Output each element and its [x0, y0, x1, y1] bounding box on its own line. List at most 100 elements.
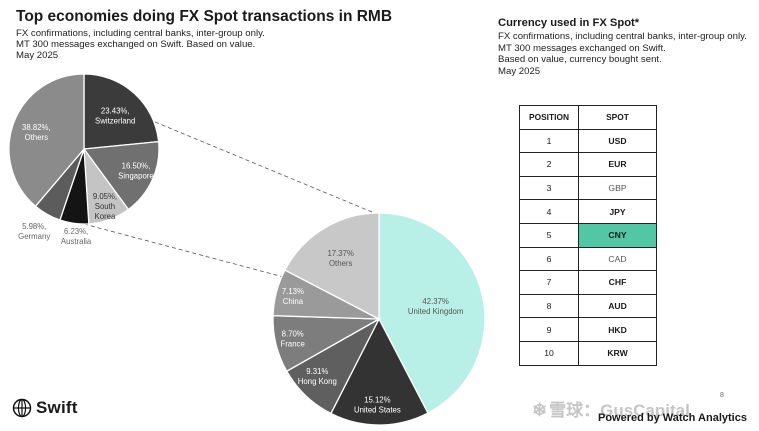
subtitle-line: Based on value, currency bought sent. — [498, 54, 662, 65]
subtitle-line: MT 300 messages exchanged on Swift. Base… — [16, 39, 256, 50]
slice-value-label: 9.31% — [306, 367, 328, 376]
swift-globe-icon — [12, 398, 32, 418]
slice-value-label: 5.98%, — [22, 222, 46, 231]
subtitle-line: FX confirmations, including central bank… — [498, 31, 747, 42]
slice-label: 7.13% China — [282, 287, 304, 306]
slice-label: 9.31% Hong Kong — [298, 367, 337, 386]
pie-slice — [82, 140, 160, 211]
page-number: 8 — [720, 392, 724, 399]
pie-slice — [378, 212, 486, 414]
table-row: 3 GBP — [519, 175, 657, 201]
position-cell: 8 — [519, 293, 579, 319]
slice-value-label: 8.70% — [282, 329, 304, 338]
chart-title: Top economies doing FX Spot transactions… — [16, 8, 393, 25]
position-cell: 4 — [519, 199, 579, 224]
table-subtitle: FX confirmations, including central bank… — [498, 31, 747, 77]
slice-label: 17.37% Others — [327, 249, 354, 268]
slice-value-label: 15.12% — [364, 396, 391, 405]
swift-logo: Swift — [12, 398, 78, 418]
slice-name-label: Australia — [61, 237, 92, 246]
table-title: Currency used in FX Spot* — [498, 17, 640, 29]
slice-label: 16.50%, Singapore — [118, 161, 154, 180]
spot-currency-cell: JPY — [578, 199, 657, 224]
slice-value-label: 7.13% — [282, 287, 304, 296]
spot-currency-cell: CHF — [578, 270, 657, 295]
position-cell: 2 — [519, 152, 579, 177]
slice-name-label: United Kingdom — [408, 307, 463, 316]
subtitle-line: May 2025 — [16, 50, 59, 61]
spot-currency-cell: GBP — [578, 175, 657, 201]
swift-wordmark: Swift — [36, 398, 78, 417]
slice-label: 15.12% United States — [354, 396, 401, 415]
slice-name-label: United States — [354, 406, 401, 415]
table-row: 6 CAD — [519, 246, 657, 272]
position-cell: 3 — [519, 175, 579, 201]
slice-label: 42.37% United Kingdom — [408, 297, 463, 316]
slice-label: 38.82%, Others — [22, 123, 51, 142]
chart-subtitle: FX confirmations, including central bank… — [16, 28, 265, 61]
slice-name-label: Korea — [95, 212, 116, 221]
slice-label: 5.98%, Germany — [18, 222, 50, 241]
pie-chart-others-breakdown: 42.37% United Kingdom 15.12% United States 9… — [272, 212, 486, 426]
subtitle-line: May 2025 — [498, 65, 541, 77]
position-cell: 6 — [519, 246, 579, 272]
slice-name-label: Hong Kong — [298, 377, 337, 386]
watermark-text: 雪球：GusCapital — [549, 401, 690, 420]
slice-label: 9.05%, South Korea — [93, 192, 117, 221]
slice-name-label: China — [283, 297, 304, 306]
position-cell: 1 — [519, 128, 579, 154]
slice-name-label: Others — [329, 259, 352, 268]
table-row: 1 USD — [519, 128, 657, 154]
spot-currency-cell: USD — [578, 128, 657, 154]
pie-slice — [8, 73, 85, 208]
slice-label: 6.23%, Australia — [61, 227, 92, 246]
table-row: 8 AUD — [519, 293, 657, 319]
slice-name-label: Germany — [18, 232, 50, 241]
slice-value-label: 6.23%, — [64, 227, 88, 236]
slice-label: 23.43%, Switzerland — [95, 107, 135, 126]
connector-line — [154, 121, 373, 213]
position-cell: 7 — [519, 270, 579, 295]
table-row: 9 HKD — [519, 317, 657, 342]
subtitle-line: MT 300 messages exchanged on Swift. — [498, 42, 666, 54]
table-row: 7 CHF — [519, 270, 657, 295]
spot-currency-table: POSITION SPOT 1 USD 2 EUR 3 GBP 4 JPY 5 CNY 6 CAD 7 C… — [519, 105, 657, 366]
table-row: 2 EUR — [519, 152, 657, 177]
slice-name-label: Singapore — [118, 171, 154, 180]
slice-name-label: Others — [25, 133, 48, 142]
spot-currency-cell: KRW — [578, 340, 657, 366]
spot-currency-cell: CNY — [578, 222, 657, 248]
column-header-spot: SPOT — [578, 105, 657, 130]
slice-name-label: South — [95, 202, 115, 211]
slice-value-label: 23.43%, — [101, 107, 130, 116]
powered-by-credit: Powered by Watch Analytics — [598, 412, 747, 424]
snowball-icon: ❄ — [532, 400, 548, 420]
slice-value-label: 16.50%, — [122, 161, 151, 170]
table-row: 10 KRW — [519, 340, 657, 366]
position-cell: 10 — [519, 340, 579, 366]
table-header-row: POSITION SPOT — [519, 105, 657, 130]
spot-currency-cell: CAD — [578, 246, 657, 272]
slice-name-label: France — [281, 339, 305, 348]
table-row: 5 CNY — [519, 222, 657, 248]
watermark: ❄ 雪球：GusCapital — [532, 396, 690, 421]
spot-currency-cell: AUD — [578, 293, 657, 319]
pie-slice — [284, 212, 380, 321]
spot-currency-cell: EUR — [578, 152, 657, 177]
pie-slice — [83, 73, 160, 150]
slice-value-label: 38.82%, — [22, 123, 51, 132]
connector-line — [83, 223, 311, 285]
pie-slice — [330, 317, 429, 426]
table-row: 4 JPY — [519, 199, 657, 224]
spot-currency-cell: HKD — [578, 317, 657, 342]
slice-value-label: 42.37% — [422, 297, 449, 306]
slice-label: 8.70% France — [281, 329, 305, 348]
slice-value-label: 17.37% — [327, 249, 354, 258]
subtitle-line: FX confirmations, including central bank… — [16, 28, 265, 39]
position-cell: 5 — [519, 222, 579, 248]
column-header-position: POSITION — [519, 105, 579, 130]
connector-lines — [83, 121, 373, 285]
slice-name-label: Switzerland — [95, 117, 135, 126]
